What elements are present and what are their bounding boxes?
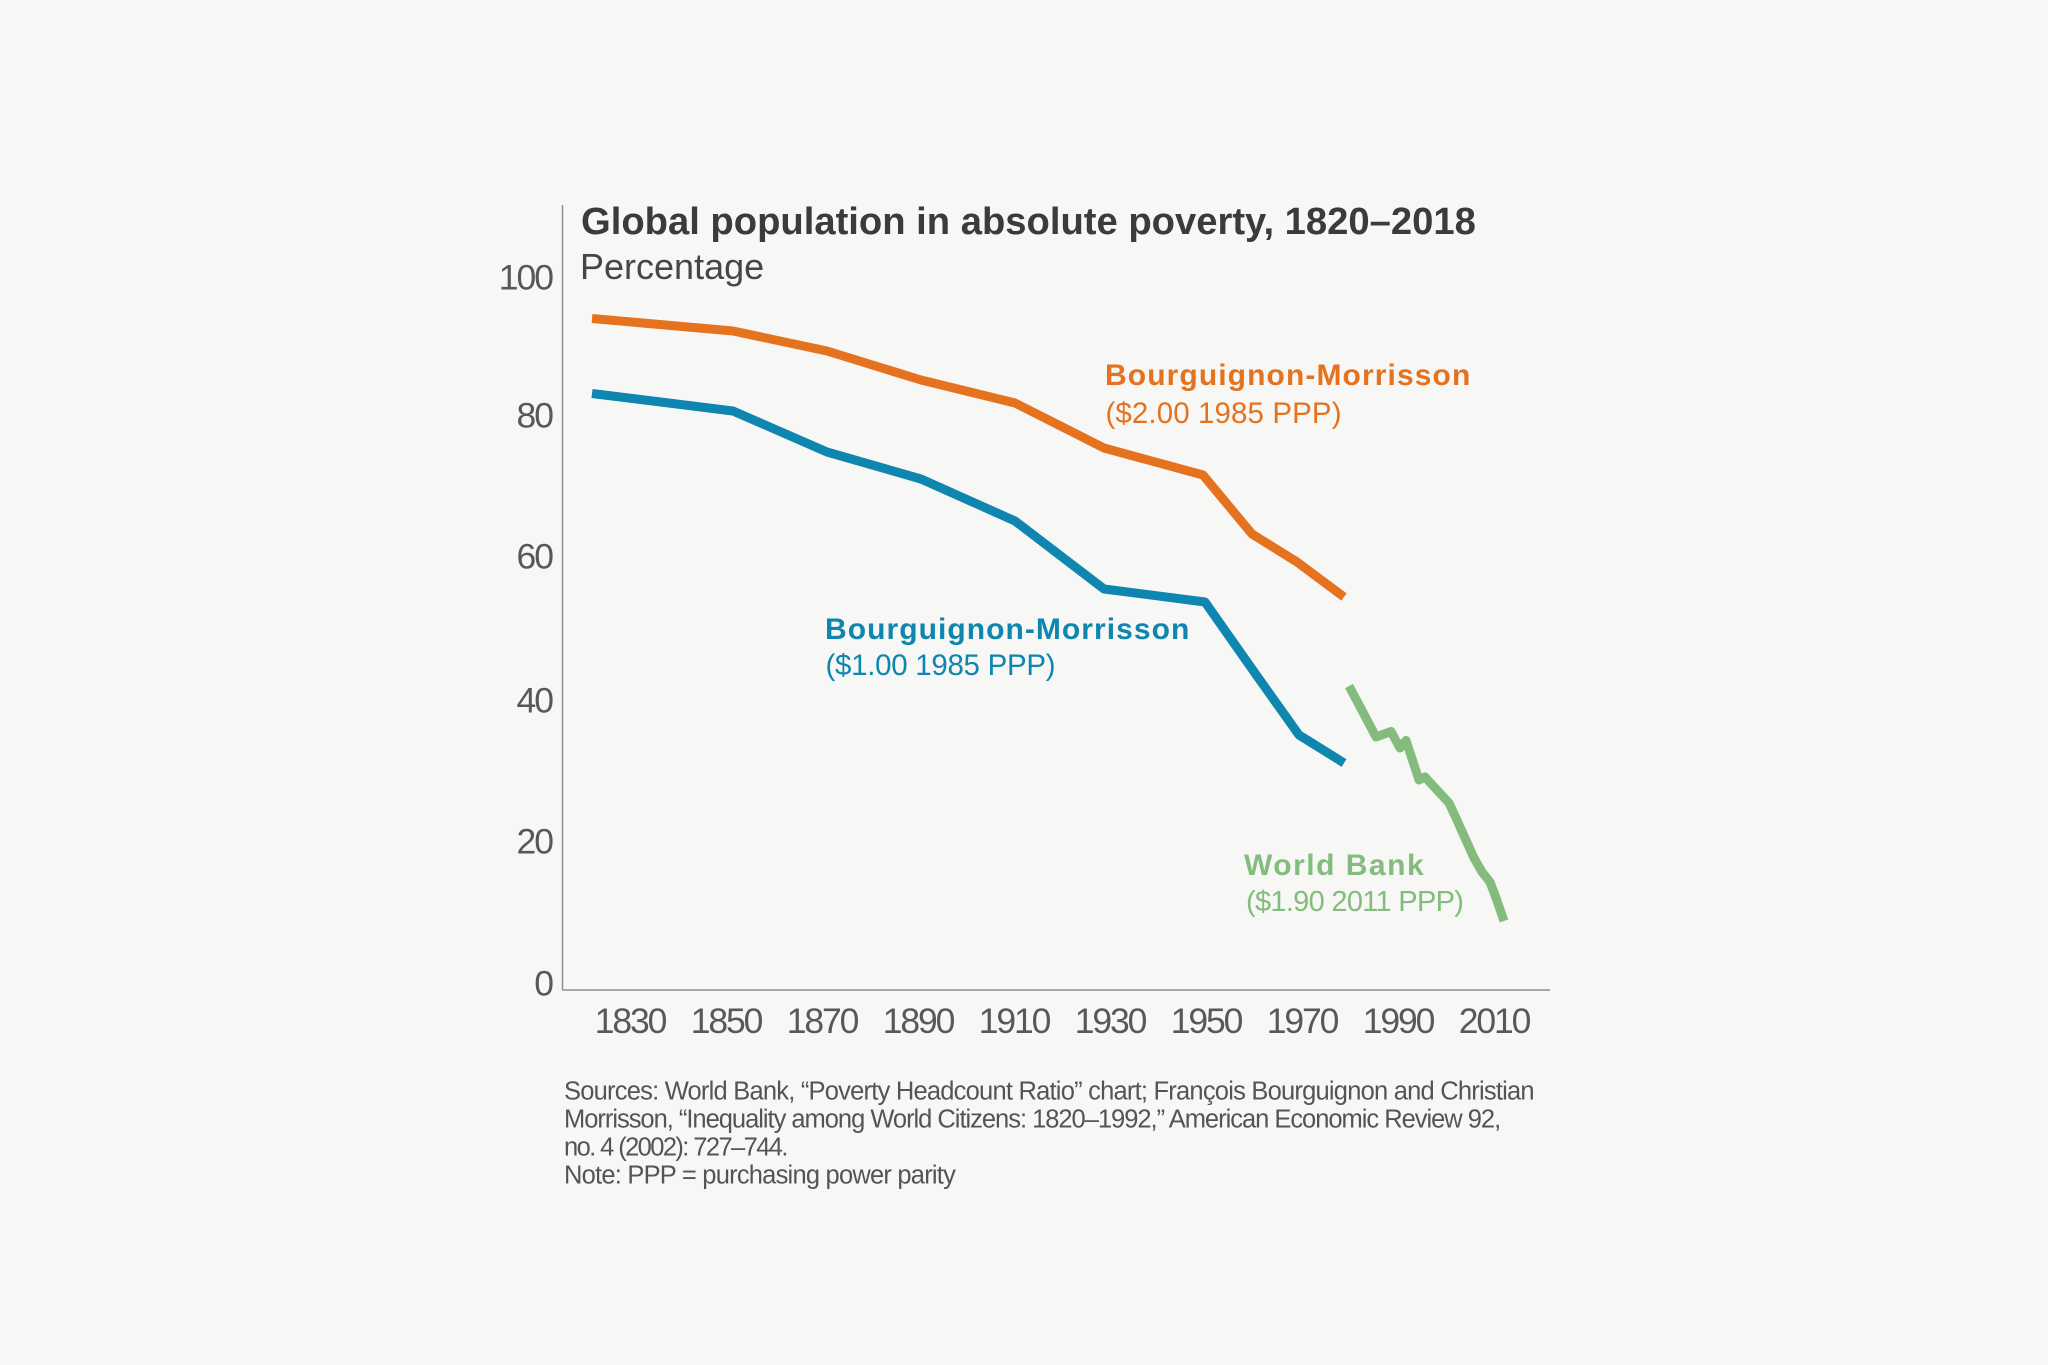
svg-text:80: 80 — [517, 396, 554, 436]
svg-text:1930: 1930 — [1075, 1001, 1147, 1041]
svg-text:1950: 1950 — [1171, 1001, 1243, 1041]
svg-text:1890: 1890 — [883, 1001, 955, 1041]
svg-text:1830: 1830 — [595, 1001, 667, 1041]
svg-text:Bourguignon-Morrisson: Bourguignon-Morrisson — [825, 613, 1190, 646]
svg-text:1910: 1910 — [979, 1001, 1051, 1041]
svg-text:Percentage: Percentage — [580, 246, 764, 287]
svg-text:100: 100 — [499, 258, 553, 298]
svg-text:Bourguignon-Morrisson: Bourguignon-Morrisson — [1105, 359, 1471, 392]
svg-text:0: 0 — [534, 964, 553, 1004]
svg-text:60: 60 — [517, 537, 554, 577]
svg-text:($1.00 1985 PPP): ($1.00 1985 PPP) — [826, 649, 1056, 682]
svg-text:Note: PPP = purchasing power p: Note: PPP = purchasing power parity — [564, 1161, 956, 1189]
svg-text:Sources: World Bank, “Poverty: Sources: World Bank, “Poverty Headcount … — [564, 1077, 1534, 1105]
svg-text:2010: 2010 — [1459, 1001, 1531, 1041]
svg-text:1990: 1990 — [1363, 1001, 1435, 1041]
svg-text:Global population in absolute: Global population in absolute poverty, 1… — [581, 200, 1476, 243]
svg-text:1870: 1870 — [787, 1001, 859, 1041]
svg-text:World Bank: World Bank — [1244, 849, 1425, 882]
svg-text:1850: 1850 — [691, 1001, 763, 1041]
svg-text:20: 20 — [517, 822, 554, 862]
svg-text:40: 40 — [517, 681, 554, 721]
svg-text:($2.00 1985 PPP): ($2.00 1985 PPP) — [1106, 397, 1342, 430]
svg-text:no. 4 (2002): 727–744.: no. 4 (2002): 727–744. — [564, 1133, 787, 1161]
svg-text:Morrisson, “Inequality among W: Morrisson, “Inequality among World Citiz… — [564, 1106, 1500, 1134]
svg-text:1970: 1970 — [1267, 1001, 1339, 1041]
svg-text:($1.90 2011 PPP): ($1.90 2011 PPP) — [1246, 886, 1463, 918]
